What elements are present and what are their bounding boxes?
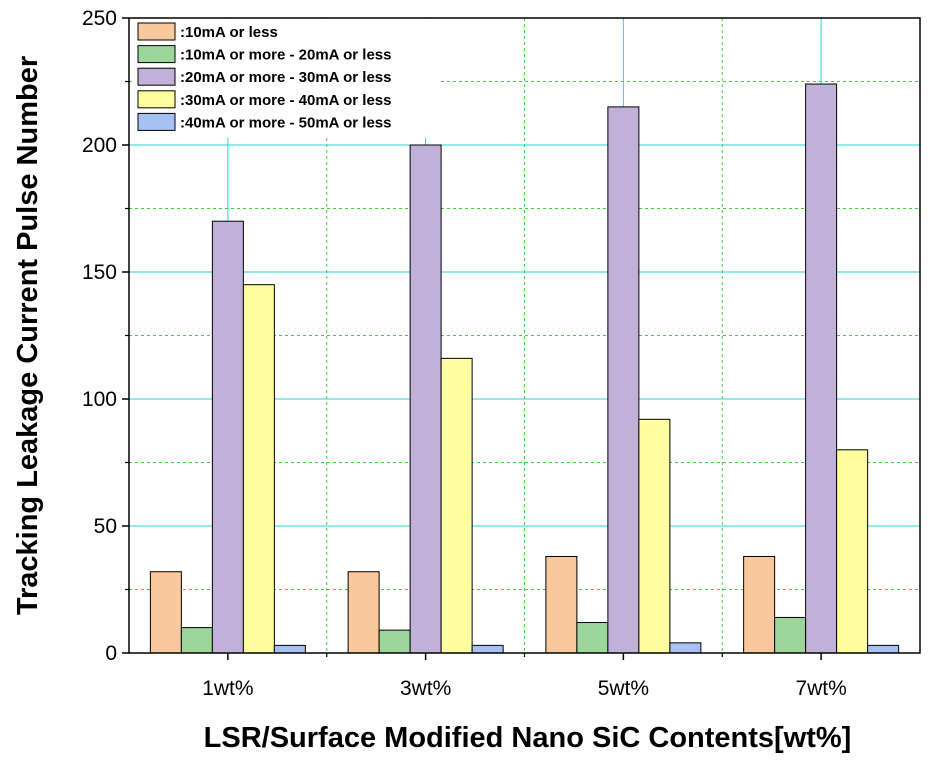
x-axis-title: LSR/Surface Modified Nano SiC Contents[w… <box>204 722 852 754</box>
bar <box>273 644 306 654</box>
legend-swatch <box>137 22 176 41</box>
bar <box>471 644 504 654</box>
legend-swatch <box>137 67 176 86</box>
y-tick-label: 200 <box>82 134 117 157</box>
y-tick-label: 0 <box>105 642 117 665</box>
legend-label: :30mA or more - 40mA or less <box>180 92 391 109</box>
bar <box>743 555 776 654</box>
legend-label: :10mA or less <box>180 24 278 41</box>
bar <box>867 644 900 654</box>
bar <box>805 83 838 654</box>
bar <box>347 571 380 654</box>
bar <box>211 220 244 654</box>
legend-swatch <box>137 45 176 64</box>
x-tick-label: 7wt% <box>795 677 846 700</box>
legend-label: :40mA or more - 50mA or less <box>180 114 391 131</box>
bar <box>545 555 578 654</box>
y-tick-label: 150 <box>82 261 117 284</box>
y-axis-title: Tracking Leakage Current Pulse Number <box>12 56 44 615</box>
bar <box>440 357 473 654</box>
bar <box>774 616 807 654</box>
bar <box>378 629 411 654</box>
bar <box>669 642 702 654</box>
bars <box>149 83 900 654</box>
bar <box>242 284 275 654</box>
x-tick-label: 3wt% <box>400 677 451 700</box>
legend: :10mA or less :10mA or more - 20mA or les… <box>134 19 440 138</box>
bar <box>576 622 609 654</box>
bar <box>149 571 182 654</box>
axis-ticks <box>122 17 822 660</box>
bar <box>607 106 640 654</box>
legend-label: :20mA or more - 30mA or less <box>180 69 391 86</box>
bar <box>836 449 869 654</box>
y-tick-label: 100 <box>82 388 117 411</box>
minor-grid <box>129 18 920 653</box>
y-tick-label: 250 <box>82 7 117 30</box>
x-tick-label: 5wt% <box>598 677 649 700</box>
legend-swatch <box>137 112 176 131</box>
legend-label: :10mA or more - 20mA or less <box>180 47 391 64</box>
legend-background <box>134 19 440 138</box>
bar <box>180 627 213 654</box>
tick-labels: 0 50 100 150 200 250 1wt% 3wt% 5wt% 7wt% <box>82 7 847 700</box>
bar <box>638 418 671 654</box>
legend-swatch <box>137 90 176 109</box>
bar <box>409 144 442 654</box>
y-tick-label: 50 <box>94 515 117 538</box>
x-tick-label: 1wt% <box>202 677 253 700</box>
